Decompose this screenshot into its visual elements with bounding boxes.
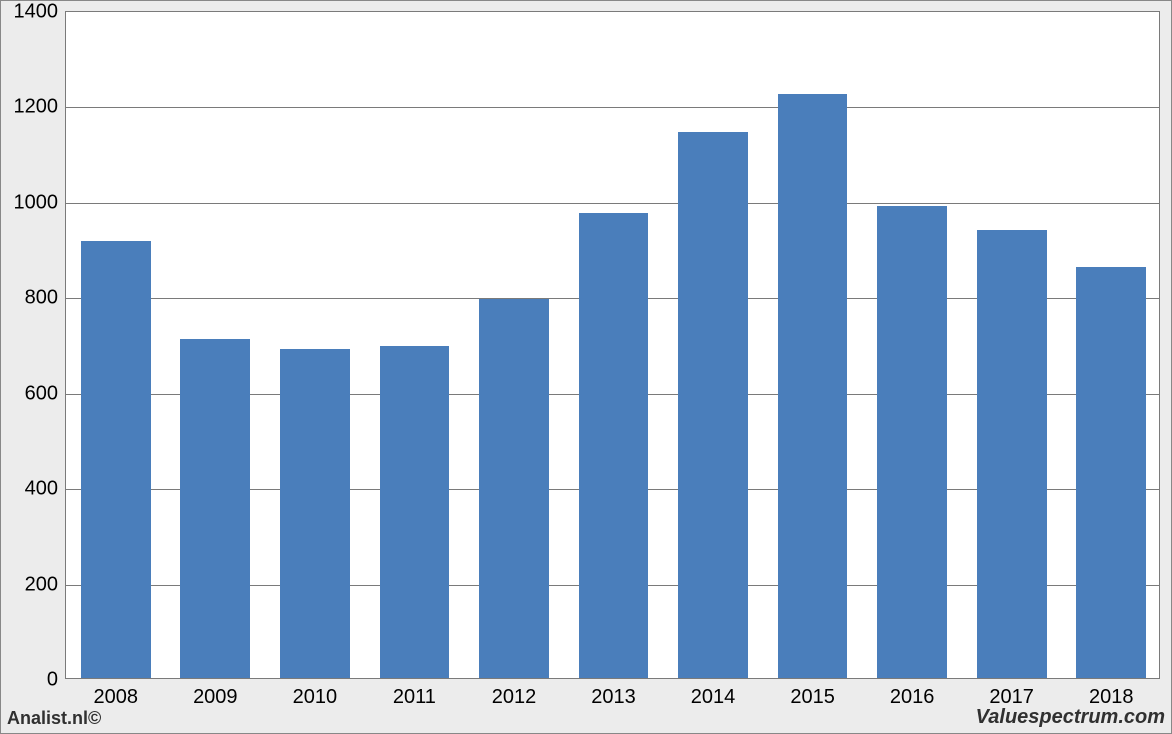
x-tick-label: 2011 bbox=[393, 686, 436, 709]
y-tick-label: 0 bbox=[47, 669, 58, 692]
bar bbox=[977, 230, 1047, 679]
gridline bbox=[66, 107, 1159, 108]
chart-outer: 0 200 400 600 800 1000 1200 1400 2008 2009 2010 201… bbox=[0, 0, 1172, 734]
plot-area: 0200400600800100012001400200820092010201… bbox=[65, 11, 1160, 679]
y-tick-label: 1000 bbox=[14, 191, 59, 214]
y-tick-label: 400 bbox=[25, 478, 58, 501]
x-tick-label: 2008 bbox=[94, 686, 139, 709]
x-tick-label: 2013 bbox=[591, 686, 636, 709]
footer-right-text: Valuespectrum.com bbox=[976, 706, 1165, 729]
bar bbox=[877, 206, 947, 678]
y-tick-label: 1400 bbox=[14, 1, 59, 24]
x-tick-label: 2012 bbox=[492, 686, 537, 709]
x-tick-label: 2009 bbox=[193, 686, 238, 709]
y-tick-label: 1200 bbox=[14, 96, 59, 119]
bar bbox=[579, 213, 649, 678]
bar bbox=[479, 299, 549, 678]
x-tick-label: 2010 bbox=[293, 686, 338, 709]
bar bbox=[81, 241, 151, 678]
x-tick-label: 2014 bbox=[691, 686, 736, 709]
x-tick-label: 2016 bbox=[890, 686, 935, 709]
bar bbox=[778, 94, 848, 679]
x-tick-label: 2015 bbox=[790, 686, 835, 709]
y-tick-label: 800 bbox=[25, 287, 58, 310]
gridline bbox=[66, 203, 1159, 204]
bar bbox=[1076, 267, 1146, 678]
y-tick-label: 200 bbox=[25, 573, 58, 596]
footer-left-text: Analist.nl© bbox=[7, 708, 101, 729]
bar bbox=[280, 349, 350, 678]
bar bbox=[380, 346, 450, 678]
bar bbox=[678, 132, 748, 678]
bar bbox=[180, 339, 250, 678]
y-tick-label: 600 bbox=[25, 382, 58, 405]
